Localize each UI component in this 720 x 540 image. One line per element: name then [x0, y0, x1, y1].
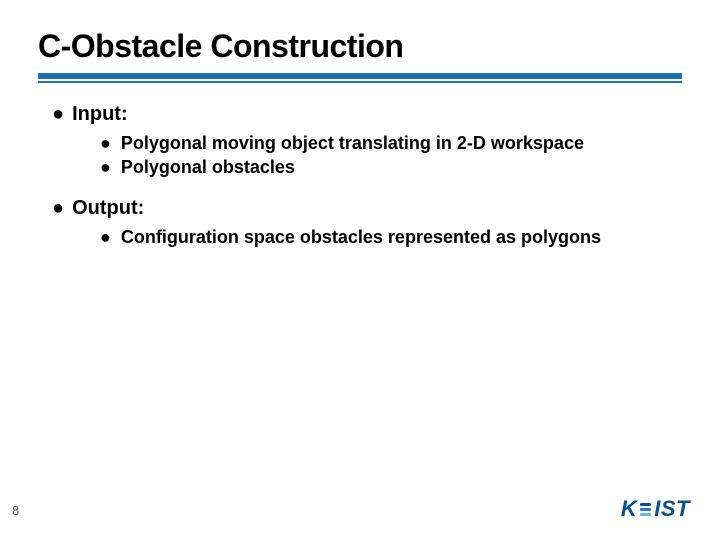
list-item-text: Configuration space obstacles represente…	[121, 225, 601, 249]
slide-title: C-Obstacle Construction	[38, 28, 682, 65]
section-label: Input:	[72, 101, 128, 127]
kaist-logo: K IST	[621, 496, 690, 522]
section-heading: ● Output:	[52, 195, 682, 221]
bullet-icon: ●	[100, 131, 111, 155]
logo-bars-icon	[640, 503, 651, 516]
bullet-icon: ●	[100, 155, 111, 179]
page-number: 8	[12, 503, 19, 518]
list-item-text: Polygonal obstacles	[121, 155, 295, 179]
list-item: ● Polygonal obstacles	[100, 155, 682, 179]
sub-list: ● Configuration space obstacles represen…	[52, 225, 682, 249]
logo-letters-ist: IST	[654, 496, 690, 522]
section-heading: ● Input:	[52, 101, 682, 127]
bullet-icon: ●	[100, 225, 111, 249]
list-item-text: Polygonal moving object translating in 2…	[121, 131, 584, 155]
sub-list: ● Polygonal moving object translating in…	[52, 131, 682, 179]
list-item: ● Configuration space obstacles represen…	[100, 225, 682, 249]
bullet-icon: ●	[52, 195, 64, 221]
logo-letter-k: K	[621, 496, 637, 522]
list-item: ● Polygonal moving object translating in…	[100, 131, 682, 155]
slide: C-Obstacle Construction ● Input: ● Polyg…	[0, 0, 720, 540]
title-rule	[38, 73, 682, 83]
section-label: Output:	[72, 195, 144, 221]
slide-content: ● Input: ● Polygonal moving object trans…	[38, 101, 682, 249]
bullet-icon: ●	[52, 101, 64, 127]
